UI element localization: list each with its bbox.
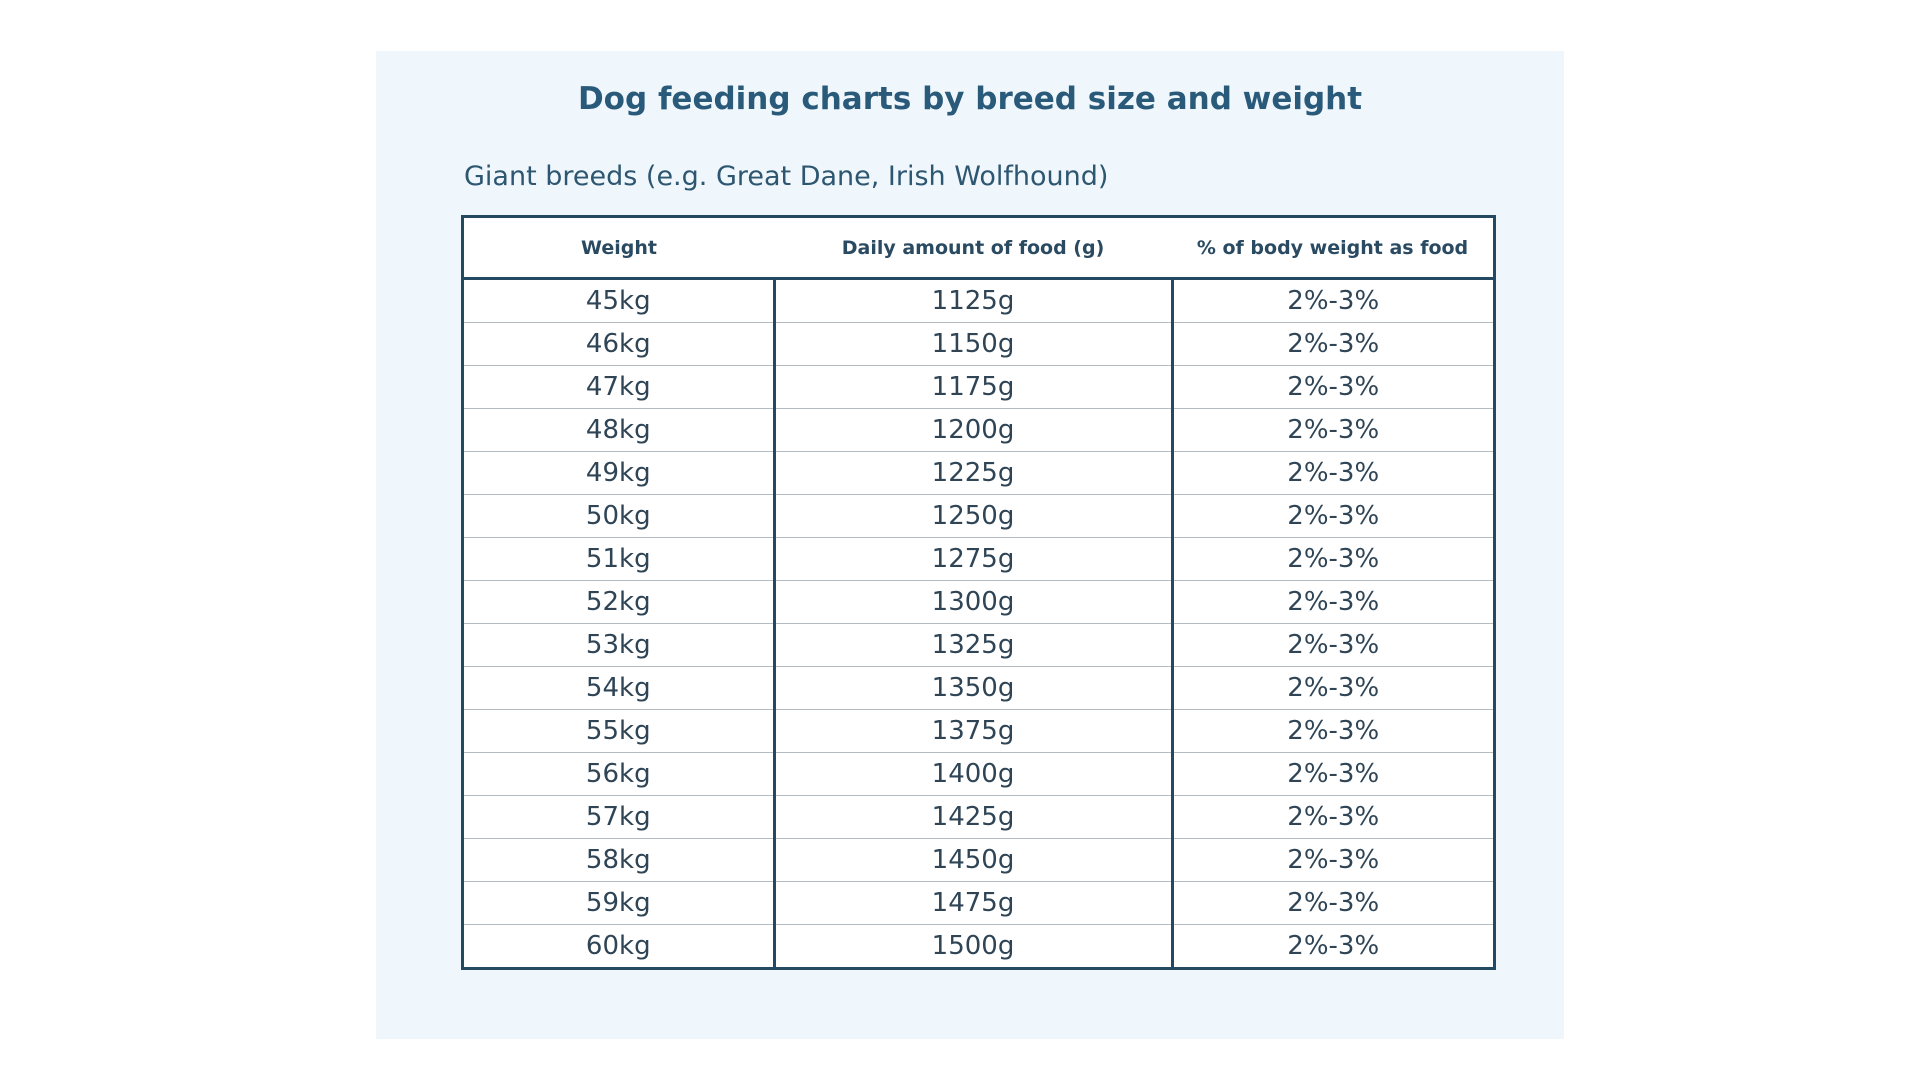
table-cell: 47kg <box>462 365 774 409</box>
table-cell: 1450g <box>772 838 1172 882</box>
panel: Dog feeding charts by breed size and wei… <box>376 51 1564 1039</box>
table-cell: 2%-3% <box>1170 623 1495 667</box>
table-row: 47kg 1175g 2%-3% <box>462 365 1495 409</box>
table-cell: 1225g <box>772 451 1172 495</box>
table-cell: 2%-3% <box>1170 365 1495 409</box>
table-row: 59kg 1475g 2%-3% <box>462 881 1495 925</box>
table-cell: 2%-3% <box>1170 278 1495 323</box>
table-cell: 60kg <box>585 931 651 961</box>
table-row: 56kg 1400g 2%-3% <box>462 752 1495 796</box>
table-cell: 2%-3% <box>1170 709 1495 753</box>
table-cell: 49kg <box>462 451 774 495</box>
column-header: Weight <box>462 216 774 280</box>
header-row: Weight Daily amount of food (g)% of body … <box>462 216 1495 280</box>
table-cell: 54kg <box>462 666 774 710</box>
table-cell: 1350g <box>772 666 1172 710</box>
table-cell: 1400g <box>772 752 1172 796</box>
table-cell: 1125g <box>772 278 1172 323</box>
table-row: 55kg 1375g 2%-3% <box>462 709 1495 753</box>
title: Dog feeding charts by breed size and wei… <box>577 81 1363 117</box>
table-row: 46kg 1150g 2%-3% <box>462 322 1495 366</box>
table-row: 53kg 1325g 2%-3% <box>462 623 1495 667</box>
table-cell: 52kg <box>462 580 774 624</box>
table-cell: 1150g <box>772 322 1172 366</box>
table-cell: 2%-3% <box>1170 408 1495 452</box>
table-row: 54kg 1350g 2%-3% <box>462 666 1495 710</box>
table-cell: 1500g <box>772 924 1172 969</box>
table-cell: 51kg <box>462 537 774 581</box>
table-cell: 1475g <box>772 881 1172 925</box>
table-cell: 53kg <box>462 623 774 667</box>
table-row: 50kg 1250g 2%-3% <box>462 494 1495 538</box>
table-cell: 2%-3% <box>1170 795 1495 839</box>
table-row: 60kg 1500g 2%-3% <box>463 924 1495 969</box>
table-cell: 2%-3% <box>1170 924 1495 969</box>
table-row: 58kg 1450g 2%-3% <box>462 838 1495 882</box>
table-cell: 1200g <box>772 408 1172 452</box>
table-cell: 2%-3% <box>1170 752 1495 796</box>
table-row: 45kg 1125g 2%-3% <box>462 278 1495 323</box>
table-cell: 2%-3% <box>1170 451 1495 495</box>
table-cell: 50kg <box>462 494 774 538</box>
table-cell: 1325g <box>772 623 1172 667</box>
table-cell: 2%-3% <box>1170 666 1495 710</box>
table-row: 49kg 1225g 2%-3% <box>462 451 1495 495</box>
table-cell: 2%-3% <box>1170 322 1495 366</box>
table-cell: 48kg <box>462 408 774 452</box>
table-cell: 57kg <box>462 795 774 839</box>
table-row: 48kg 1200g 2%-3% <box>462 408 1495 452</box>
table-row: 52kg 1300g 2%-3% <box>462 580 1495 624</box>
table-cell: 45kg <box>462 278 774 323</box>
table-row: 57kg 1425g 2%-3% <box>462 795 1495 839</box>
table-cell: 2%-3% <box>1170 838 1495 882</box>
feeding-table: Weight Daily amount of food (g)% of body … <box>461 215 1496 970</box>
table-cell: 1250g <box>772 494 1172 538</box>
table-cell: 46kg <box>462 322 774 366</box>
table-cell: 1300g <box>772 580 1172 624</box>
column-header: % of body weight as food <box>1172 216 1495 280</box>
table-row: 51kg 1275g 2%-3% <box>462 537 1495 581</box>
subtitle: Giant breeds (e.g. Great Dane, Irish Wol… <box>464 161 1109 192</box>
table-cell: 2%-3% <box>1170 881 1495 925</box>
table-cell: 1175g <box>772 365 1172 409</box>
table-cell: 55kg <box>462 709 774 753</box>
table-cell: 2%-3% <box>1170 580 1495 624</box>
table-cell: 1375g <box>772 709 1172 753</box>
table-cell: 2%-3% <box>1170 494 1495 538</box>
table-cell: 1425g <box>772 795 1172 839</box>
table-cell: 58kg <box>462 838 774 882</box>
table-cell: 56kg <box>462 752 774 796</box>
table-cell: 2%-3% <box>1170 537 1495 581</box>
table-cell: 59kg <box>462 881 774 925</box>
table-cell: 1275g <box>772 537 1172 581</box>
column-header: Daily amount of food (g) <box>774 216 1172 280</box>
